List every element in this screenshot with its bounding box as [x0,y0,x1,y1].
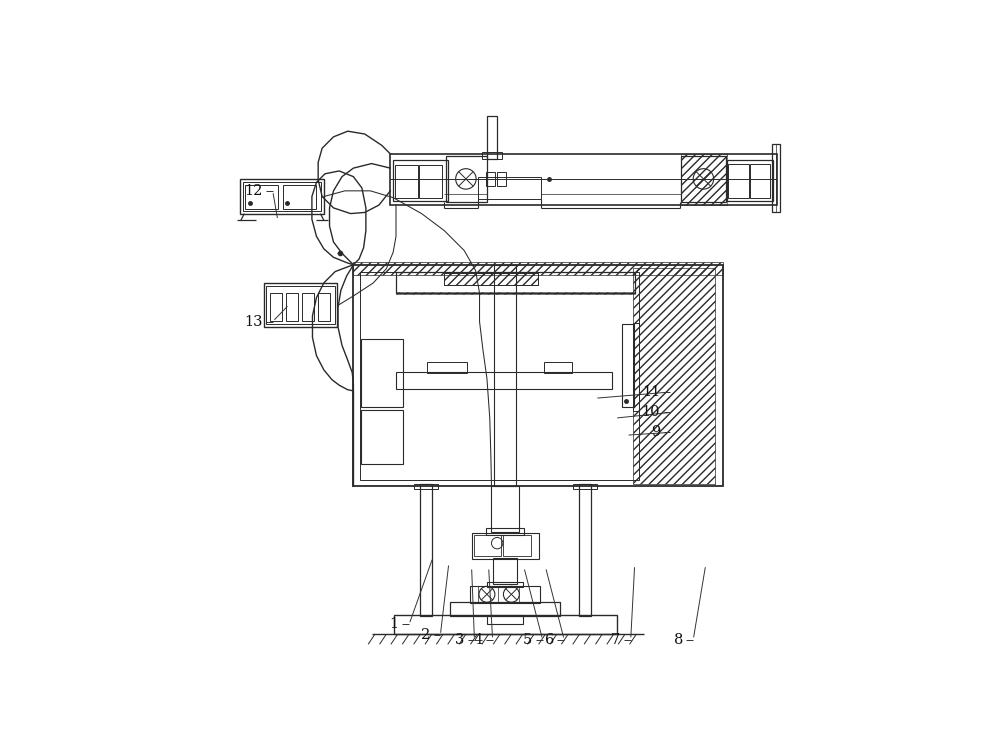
Bar [240,179,324,213]
Text: 2: 2 [421,628,430,642]
Bar [419,165,442,198]
Bar [396,371,612,389]
Text: 5: 5 [523,632,532,646]
Bar [420,484,432,616]
Text: 6: 6 [545,632,554,646]
Bar [503,535,531,556]
Text: 9: 9 [651,425,660,439]
Text: 11: 11 [642,385,660,399]
Bar [579,484,591,616]
Text: 1: 1 [390,618,399,632]
Bar [243,182,321,211]
Bar [444,273,538,285]
Bar [728,164,749,198]
Text: 13: 13 [244,314,262,328]
Bar [486,528,524,534]
Bar [633,268,715,483]
Bar [266,286,335,324]
Bar [681,154,727,205]
Text: 4: 4 [473,632,482,646]
Bar [493,558,517,584]
Bar [361,410,403,463]
Bar [353,265,723,486]
Bar [486,171,495,186]
Bar [487,582,523,587]
Bar [622,325,634,407]
Bar [390,154,777,205]
Bar [302,292,314,321]
Bar [482,152,502,159]
Bar [427,362,467,373]
Bar [394,615,617,634]
Bar [472,533,539,559]
Bar [393,159,448,201]
Bar [544,362,572,373]
Bar [470,586,540,603]
Bar [270,292,282,321]
Bar [487,615,523,624]
Bar [361,339,403,407]
Bar [395,165,418,198]
Bar [446,156,487,202]
Bar [396,292,635,294]
Bar [573,483,597,489]
Bar [633,323,639,411]
Bar [414,483,438,489]
Bar [494,265,516,486]
Bar [497,171,506,186]
Bar [286,292,298,321]
Bar [727,159,773,201]
Bar [396,272,635,293]
Bar [750,164,770,198]
Bar [474,535,501,556]
Bar [353,263,723,275]
Bar [450,601,560,616]
Bar [491,486,519,532]
Text: 3: 3 [455,632,464,646]
Bar [444,273,538,285]
Bar [318,292,330,321]
Text: 8: 8 [674,632,683,646]
Bar [283,185,316,209]
Bar [487,117,497,159]
Text: 7: 7 [611,632,620,646]
Bar [772,144,780,212]
Bar [245,185,278,209]
Bar [478,176,541,199]
Text: 10: 10 [642,405,660,419]
Bar [264,283,337,327]
Bar [681,156,726,202]
Text: 12: 12 [244,184,262,198]
Bar [360,272,639,480]
